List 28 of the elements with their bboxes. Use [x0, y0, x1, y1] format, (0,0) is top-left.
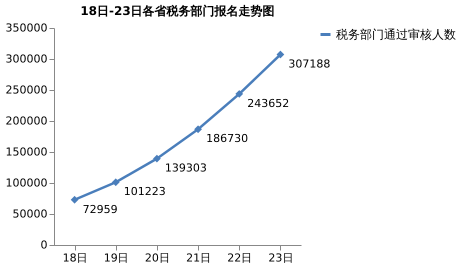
chart-title: 18日-23日各省税务部门报名走势图: [80, 4, 275, 18]
x-tick-label: 20日: [144, 252, 170, 264]
y-tick-label: 300000: [6, 52, 48, 66]
data-label: 307188: [288, 58, 330, 71]
point: [194, 125, 202, 134]
data-label: 186730: [206, 132, 248, 146]
point: [276, 50, 284, 58]
y-tick-label: 350000: [6, 22, 48, 34]
x-tick-label: 22日: [227, 252, 252, 264]
y-tick-label: 200000: [6, 114, 48, 128]
legend-label: 税务部门通过审核人数: [336, 28, 456, 42]
x-tick-label: 21日: [186, 252, 212, 264]
x-tick-label: 23日: [268, 252, 294, 264]
data-label: 72959: [82, 202, 118, 216]
y-tick-label: 50000: [12, 208, 48, 220]
y-tick-label: 0: [40, 238, 48, 252]
x-tick-label: 18日: [62, 252, 88, 264]
point: [235, 90, 244, 98]
data-label: 243652: [247, 96, 290, 110]
point: [70, 196, 78, 204]
y-tick-label: 100000: [6, 176, 48, 190]
x-tick-label: 19日: [104, 252, 129, 264]
point: [153, 154, 161, 163]
y-tick-label: 250000: [6, 84, 48, 96]
data-label: 101223: [124, 185, 166, 198]
point: [112, 178, 120, 186]
data-label: 139303: [164, 162, 207, 175]
y-tick-label: 150000: [6, 146, 48, 158]
